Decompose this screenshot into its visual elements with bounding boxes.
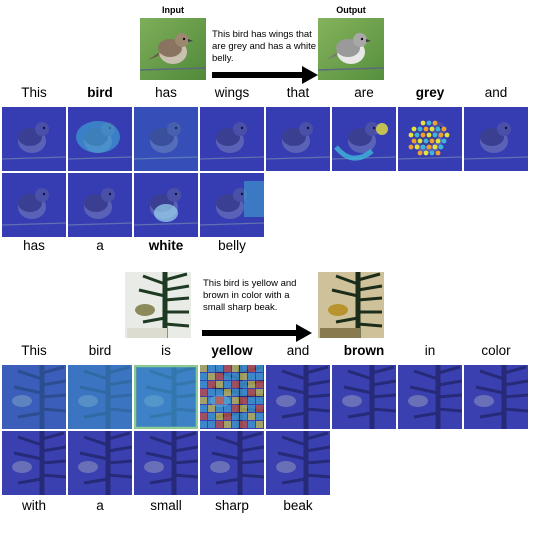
ex2-row1-attention-map	[200, 365, 264, 429]
ex2-row1-attention-map	[68, 365, 132, 429]
ex1-row2-attention-map	[2, 173, 66, 237]
ex1-row1-attention-map	[266, 107, 330, 171]
ex1-row2-word: has	[23, 238, 45, 253]
ex1-row1-word: This	[21, 85, 47, 100]
ex2-row1-word: yellow	[211, 343, 253, 358]
input-label: Input	[162, 5, 184, 15]
ex2-row1-word: This	[21, 343, 47, 358]
ex2-row1-word: brown	[343, 343, 385, 358]
ex1-row1-attention-map	[68, 107, 132, 171]
ex2-row2-word: a	[96, 498, 104, 513]
ex1-row1-word: wings	[214, 85, 250, 100]
ex2-row2-attention-map	[2, 431, 66, 495]
ex2-row1-attention-map	[134, 365, 198, 429]
input-bird-image	[140, 18, 206, 80]
arrow-icon	[210, 66, 320, 84]
ex1-row2-attention-map	[68, 173, 132, 237]
ex1-row1-attention-map	[332, 107, 396, 171]
ex2-row2-word: beak	[283, 498, 313, 513]
ex1-row2-attention-map	[134, 173, 198, 237]
ex1-row2-attention-map	[200, 173, 264, 237]
ex2-row1-word: color	[481, 343, 511, 358]
ex2-row2-word: small	[150, 498, 182, 513]
ex1-row1-word: are	[354, 85, 374, 100]
ex2-row1-attention-map	[464, 365, 528, 429]
ex1-row1-attention-map	[2, 107, 66, 171]
ex2-row2-attention-map	[68, 431, 132, 495]
ex1-row1-attention-map	[134, 107, 198, 171]
caption-text: This bird has wings that are grey and ha…	[212, 29, 317, 64]
ex1-row1-word: bird	[87, 85, 113, 100]
ex2-row1-attention-map	[266, 365, 330, 429]
ex1-row2-word: white	[148, 238, 184, 253]
ex1-row2-word: belly	[218, 238, 246, 253]
ex2-row2-attention-map	[266, 431, 330, 495]
ex2-row1-word: in	[424, 343, 436, 358]
ex2-row1-attention-map	[398, 365, 462, 429]
ex2-row1-attention-map	[332, 365, 396, 429]
ex1-row1-word: that	[286, 85, 310, 100]
ex2-row2-word: sharp	[215, 498, 249, 513]
ex1-row1-word: grey	[415, 85, 445, 100]
ex1-row2-word: a	[96, 238, 104, 253]
ex2-row2-word: with	[21, 498, 46, 513]
output-bird-image	[318, 18, 384, 80]
ex2-row1-word: is	[161, 343, 171, 358]
ex2-row2-attention-map	[134, 431, 198, 495]
ex1-row1-word: has	[155, 85, 177, 100]
ex1-row1-attention-map	[200, 107, 264, 171]
ex1-row1-attention-map	[398, 107, 462, 171]
input-bird-image-2	[125, 272, 191, 338]
ex2-row2-attention-map	[200, 431, 264, 495]
output-label: Output	[336, 5, 366, 15]
ex2-row1-attention-map	[2, 365, 66, 429]
ex1-row1-attention-map	[464, 107, 528, 171]
ex1-row1-word: and	[484, 85, 508, 100]
output-bird-image-2	[318, 272, 384, 338]
arrow-icon-2	[200, 324, 314, 342]
caption-text-2: This bird is yellow and brown in color w…	[203, 278, 297, 313]
ex2-row1-word: and	[286, 343, 310, 358]
ex2-row1-word: bird	[88, 343, 112, 358]
